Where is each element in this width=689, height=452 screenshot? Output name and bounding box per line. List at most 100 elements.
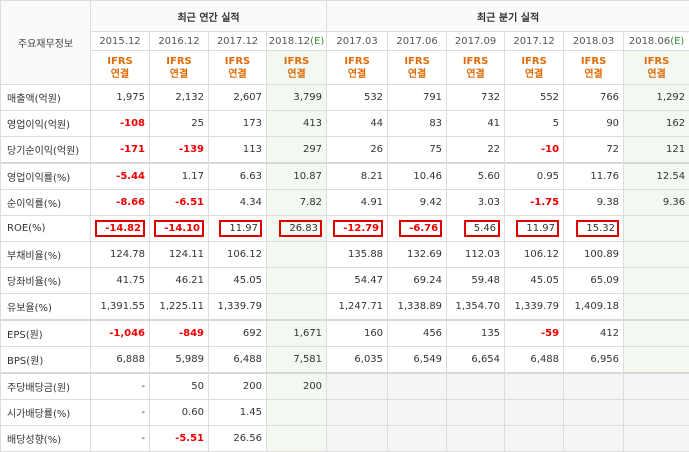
value-cell: 11.97: [505, 216, 564, 242]
value-cell: -6.51: [150, 190, 209, 216]
value-cell: 8.21: [327, 163, 388, 190]
value-cell: 22: [447, 137, 505, 164]
value-cell: 26.56: [209, 426, 267, 452]
value-cell: 6,549: [388, 347, 447, 374]
value-cell: 1,975: [91, 85, 150, 111]
value-cell: 132.69: [388, 242, 447, 268]
value-cell: 44: [327, 111, 388, 137]
value-cell: 124.11: [150, 242, 209, 268]
value-cell: 83: [388, 111, 447, 137]
row-label: 부채비율(%): [1, 242, 91, 268]
value-cell: 456: [388, 320, 447, 347]
value-cell: 1,247.71: [327, 294, 388, 321]
value-cell: [267, 400, 327, 426]
value-cell: -59: [505, 320, 564, 347]
row-label: 배당성향(%): [1, 426, 91, 452]
value-cell: 6,888: [91, 347, 150, 374]
value-cell: 162: [624, 111, 689, 137]
value-cell: 69.24: [388, 268, 447, 294]
row-label-header: 주요재무정보: [1, 1, 91, 85]
period-header: 2015.12: [91, 32, 150, 51]
value-cell: [327, 400, 388, 426]
value-cell: 25: [150, 111, 209, 137]
value-cell: 413: [267, 111, 327, 137]
value-cell: [447, 373, 505, 400]
highlighted-roe-value: -14.82: [95, 220, 145, 237]
value-cell: [267, 242, 327, 268]
quarter-group-header: 최근 분기 실적: [327, 1, 689, 32]
value-cell: 1.45: [209, 400, 267, 426]
period-header: 2017.12: [505, 32, 564, 51]
value-cell: -1.75: [505, 190, 564, 216]
row-label: 당기순이익(억원): [1, 137, 91, 164]
value-cell: 135.88: [327, 242, 388, 268]
highlighted-roe-value: 26.83: [279, 220, 322, 237]
highlighted-roe-value: -12.79: [333, 220, 383, 237]
value-cell: [624, 294, 689, 321]
annual-group-header: 최근 연간 실적: [91, 1, 327, 32]
value-cell: [624, 426, 689, 452]
value-cell: 54.47: [327, 268, 388, 294]
value-cell: 1,339.79: [209, 294, 267, 321]
value-cell: 124.78: [91, 242, 150, 268]
value-cell: [267, 426, 327, 452]
value-cell: 1,409.18: [564, 294, 624, 321]
value-cell: [564, 400, 624, 426]
row-label: EPS(원): [1, 320, 91, 347]
highlighted-roe-value: -14.10: [154, 220, 204, 237]
value-cell: [624, 400, 689, 426]
highlighted-roe-value: -6.76: [399, 220, 442, 237]
value-cell: [564, 426, 624, 452]
value-cell: 552: [505, 85, 564, 111]
value-cell: 15.32: [564, 216, 624, 242]
value-cell: 5.46: [447, 216, 505, 242]
value-cell: 112.03: [447, 242, 505, 268]
value-cell: -10: [505, 137, 564, 164]
value-cell: [447, 400, 505, 426]
value-cell: [388, 426, 447, 452]
period-header: 2018.06(E): [624, 32, 689, 51]
period-header: 2017.06: [388, 32, 447, 51]
value-cell: 791: [388, 85, 447, 111]
highlighted-roe-value: 11.97: [219, 220, 262, 237]
value-cell: 59.48: [447, 268, 505, 294]
value-cell: 11.97: [209, 216, 267, 242]
value-cell: -: [91, 426, 150, 452]
value-cell: 1,339.79: [505, 294, 564, 321]
value-cell: 9.36: [624, 190, 689, 216]
value-cell: 72: [564, 137, 624, 164]
value-cell: 41.75: [91, 268, 150, 294]
value-cell: -6.76: [388, 216, 447, 242]
row-label: 매출액(억원): [1, 85, 91, 111]
value-cell: 3,799: [267, 85, 327, 111]
value-cell: [327, 373, 388, 400]
value-cell: 5,989: [150, 347, 209, 374]
value-cell: 45.05: [209, 268, 267, 294]
value-cell: 2,607: [209, 85, 267, 111]
value-cell: 9.38: [564, 190, 624, 216]
value-cell: [624, 320, 689, 347]
value-cell: -108: [91, 111, 150, 137]
value-cell: 11.76: [564, 163, 624, 190]
value-cell: 532: [327, 85, 388, 111]
value-cell: [388, 373, 447, 400]
row-label: 시가배당률(%): [1, 400, 91, 426]
value-cell: [327, 426, 388, 452]
value-cell: 160: [327, 320, 388, 347]
value-cell: 90: [564, 111, 624, 137]
value-cell: 4.91: [327, 190, 388, 216]
value-cell: 732: [447, 85, 505, 111]
value-cell: 1,338.89: [388, 294, 447, 321]
value-cell: 6,956: [564, 347, 624, 374]
value-cell: 45.05: [505, 268, 564, 294]
value-cell: 5.60: [447, 163, 505, 190]
